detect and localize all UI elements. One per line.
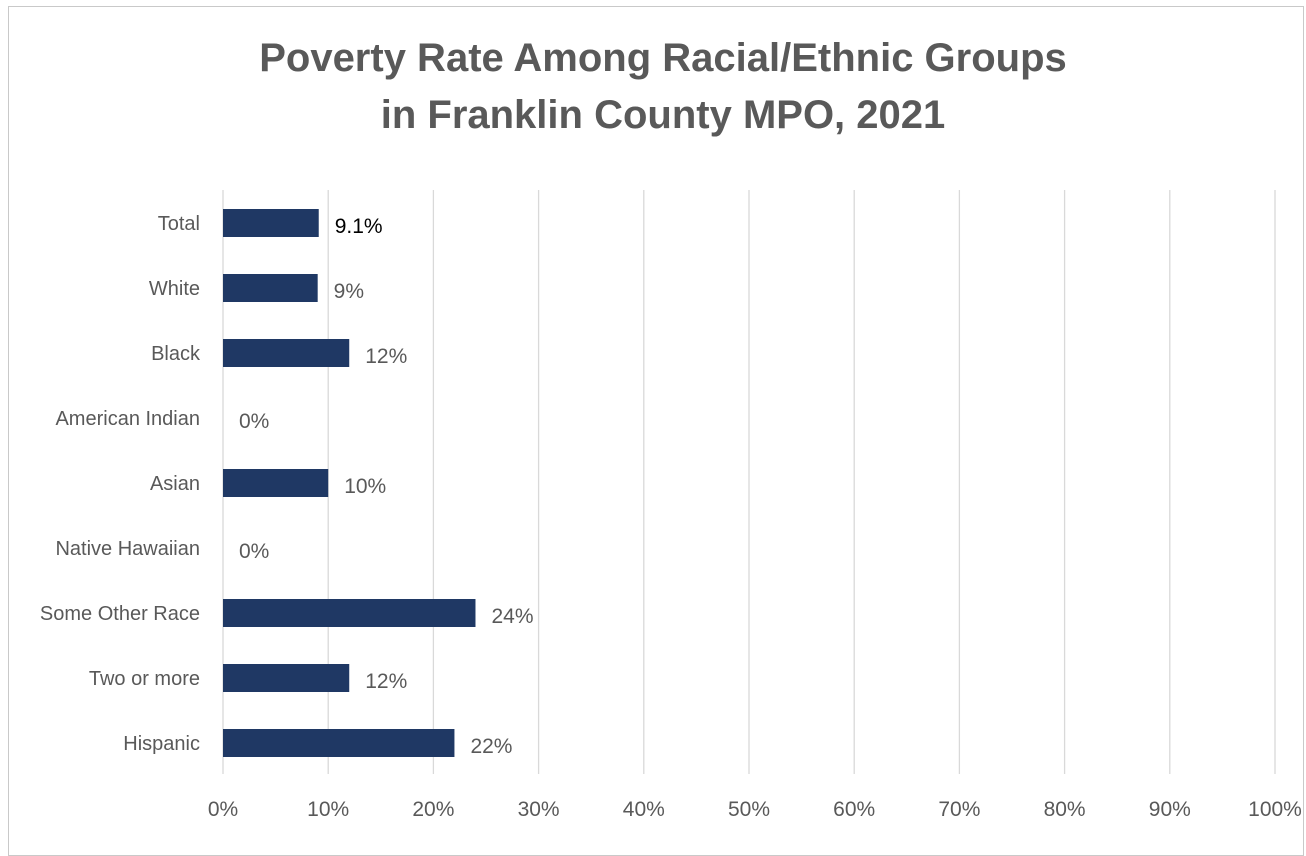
data-label: 22% [470, 735, 512, 758]
category-label: Native Hawaiian [55, 538, 200, 560]
category-label: American Indian [55, 408, 200, 430]
x-axis-ticks: 0% 10% 20% 30% 40% 50% 60% 70% 80% 90% 100% [208, 798, 1302, 821]
x-tick-label: 20% [412, 798, 454, 821]
data-label: 0% [239, 410, 269, 433]
category-label: White [149, 278, 200, 300]
bar [223, 729, 455, 757]
x-tick-label: 10% [307, 798, 349, 821]
category-labels: Total White Black American Indian Asian Nativ… [40, 213, 201, 755]
data-label: 24% [491, 605, 533, 628]
data-label: 12% [365, 670, 407, 693]
bar-chart: Total White Black American Indian Asian Nativ… [40, 190, 1302, 821]
data-label: 10% [344, 475, 386, 498]
category-label: Some Other Race [40, 603, 200, 625]
data-labels: 9.1% 9% 12% 0% 10% 0% 24% 12% 22% [239, 215, 534, 758]
category-label: Asian [150, 473, 200, 495]
data-label: 12% [365, 345, 407, 368]
x-tick-label: 30% [518, 798, 560, 821]
bar [223, 469, 329, 497]
bar [223, 664, 350, 692]
bars [223, 209, 476, 757]
x-tick-label: 60% [833, 798, 875, 821]
data-label: 0% [239, 540, 269, 563]
bar [223, 209, 319, 237]
bar [223, 599, 476, 627]
category-label: Black [151, 343, 201, 365]
x-tick-label: 70% [938, 798, 980, 821]
data-label: 9% [334, 280, 364, 303]
chart-title: Poverty Rate Among Racial/Ethnic Groups … [0, 30, 1306, 144]
data-label: 9.1% [335, 215, 383, 238]
bar [223, 339, 350, 367]
chart-title-line-1: Poverty Rate Among Racial/Ethnic Groups [259, 36, 1067, 80]
category-label: Total [158, 213, 200, 235]
category-label: Two or more [89, 668, 200, 690]
x-tick-label: 100% [1248, 798, 1302, 821]
x-tick-label: 80% [1044, 798, 1086, 821]
x-tick-label: 90% [1149, 798, 1191, 821]
chart-frame [8, 6, 1304, 856]
chart-title-line-2: in Franklin County MPO, 2021 [380, 93, 946, 137]
x-tick-label: 50% [728, 798, 770, 821]
x-tick-label: 0% [208, 798, 238, 821]
x-tick-label: 40% [623, 798, 665, 821]
bar [223, 274, 318, 302]
category-label: Hispanic [123, 733, 200, 755]
